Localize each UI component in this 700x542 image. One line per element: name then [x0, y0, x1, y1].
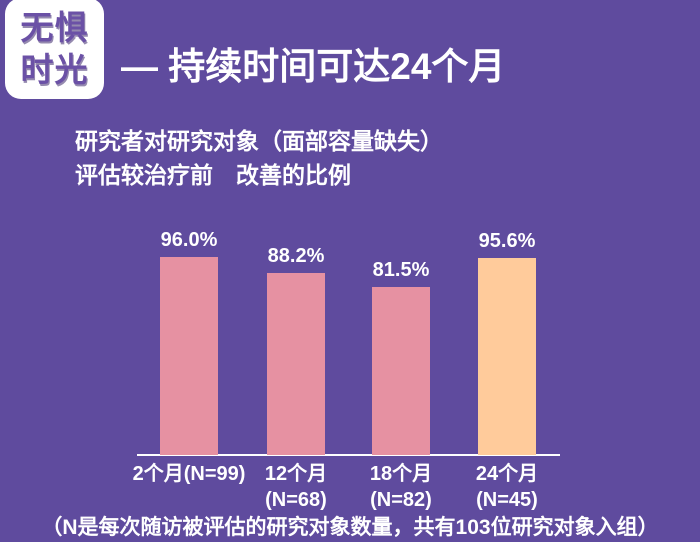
bar-x-label-line: 2个月(N=99)	[132, 463, 246, 485]
bar-x-label: 18个月 (N=82)	[370, 461, 432, 513]
page-title: — 持续时间可达24个月	[121, 46, 506, 87]
x-axis-line	[137, 454, 560, 456]
bar-x-label: 24个月 (N=45)	[476, 461, 538, 513]
bar-x-label-line: (N=82)	[370, 489, 432, 511]
bar-x-label-line: 24个月	[475, 463, 539, 485]
bar-x-label-line: (N=68)	[265, 489, 327, 511]
footnote: （N是每次随访被评估的研究对象数量，共有103位研究对象入组）	[41, 516, 659, 539]
chart-subtitle-line2: 评估较治疗前 改善的比例	[75, 162, 351, 188]
brand-badge: 无惧 时光	[5, 0, 104, 99]
bar-x-label: 12个月 (N=68)	[265, 461, 327, 513]
bar-value-label: 95.6%	[478, 230, 536, 252]
bar-x-label-line: (N=45)	[476, 489, 538, 511]
bar	[160, 257, 218, 455]
bar-x-label-line: 18个月	[369, 463, 433, 485]
bar-x-label-line: 12个月	[264, 463, 328, 485]
bar-value-label: 96.0%	[160, 229, 218, 251]
brand-badge-line1: 无惧	[20, 8, 89, 46]
bar	[267, 273, 325, 455]
bar-x-label: 2个月(N=99)	[133, 461, 246, 487]
bar	[372, 287, 430, 455]
chart-subtitle: 研究者对研究对象（面部容量缺失） 评估较治疗前 改善的比例	[75, 124, 443, 192]
bar-value-label: 81.5%	[372, 259, 430, 281]
bar-value-label: 88.2%	[267, 245, 325, 267]
bar	[478, 258, 536, 455]
chart-subtitle-line1: 研究者对研究对象（面部容量缺失）	[75, 128, 443, 154]
brand-badge-line2: 时光	[20, 50, 89, 88]
